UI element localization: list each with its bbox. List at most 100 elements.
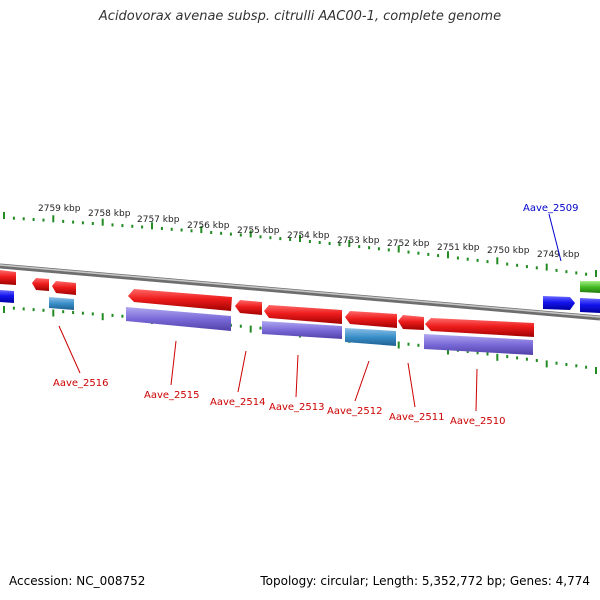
gene-arrow-aave-2516b[interactable] bbox=[52, 281, 76, 295]
ruler-label: 2758 kbp bbox=[88, 209, 131, 219]
feature-bar-2516[interactable] bbox=[49, 297, 74, 310]
ruler-minor-tick bbox=[407, 342, 410, 346]
ruler-major-tick bbox=[101, 313, 104, 321]
ruler-minor-tick bbox=[131, 224, 134, 228]
ruler-minor-tick bbox=[111, 223, 114, 227]
ruler-label: 2753 kbp bbox=[337, 236, 380, 246]
ruler-minor-tick bbox=[239, 324, 242, 328]
ruler-minor-tick bbox=[575, 364, 578, 368]
ruler-minor-tick bbox=[407, 250, 410, 254]
ruler-minor-tick bbox=[12, 306, 15, 310]
leader-aave-2516 bbox=[58, 325, 81, 374]
ruler-label: 2756 kbp bbox=[187, 221, 230, 231]
ruler-label: 2750 kbp bbox=[487, 246, 530, 256]
ruler-major-tick bbox=[595, 367, 597, 374]
ruler-major-tick bbox=[595, 270, 597, 277]
ruler-major-tick bbox=[348, 240, 351, 247]
gene-label-aave-2512[interactable]: Aave_2512 bbox=[327, 406, 383, 417]
gene-arrow-right-edge-blue[interactable] bbox=[580, 298, 600, 313]
ruler-minor-tick bbox=[486, 260, 489, 264]
forward-cds-track bbox=[0, 281, 600, 313]
feature-bar-2515[interactable] bbox=[126, 307, 231, 331]
ruler-minor-tick bbox=[466, 257, 469, 261]
ruler-minor-tick bbox=[32, 218, 35, 221]
ruler-major-tick bbox=[299, 235, 301, 242]
ruler-minor-tick bbox=[308, 240, 311, 243]
gene-arrow-aave-2509[interactable] bbox=[543, 296, 575, 310]
ruler-minor-tick bbox=[32, 308, 35, 312]
leader-aave-2512 bbox=[354, 360, 370, 402]
ruler-major-tick bbox=[397, 341, 400, 349]
ruler-minor-tick bbox=[22, 217, 25, 221]
gene-arrow-aave-2515[interactable] bbox=[128, 289, 232, 311]
ruler-minor-tick bbox=[22, 307, 25, 311]
ruler-minor-tick bbox=[516, 356, 519, 360]
gene-arrow-aave-2511[interactable] bbox=[398, 315, 424, 330]
ruler-minor-tick bbox=[72, 220, 75, 224]
ruler-minor-tick bbox=[121, 314, 124, 318]
feature-bar-2512[interactable] bbox=[345, 328, 396, 346]
gene-label-aave-2510[interactable]: Aave_2510 bbox=[450, 416, 506, 427]
ruler-label: 2754 kbp bbox=[287, 231, 330, 241]
gene-label-aave-2516[interactable]: Aave_2516 bbox=[53, 378, 109, 389]
ruler-major-tick bbox=[101, 218, 104, 226]
ruler-minor-tick bbox=[210, 231, 213, 234]
ruler-minor-tick bbox=[585, 272, 588, 276]
ruler-minor-tick bbox=[269, 236, 272, 240]
ruler-minor-tick bbox=[516, 263, 519, 267]
ruler-major-tick bbox=[52, 309, 55, 317]
gene-label-aave-2513[interactable]: Aave_2513 bbox=[269, 402, 325, 413]
ruler-minor-tick bbox=[535, 266, 538, 270]
ruler-minor-tick bbox=[81, 311, 84, 315]
leader-aave-2515 bbox=[170, 340, 177, 386]
ruler-minor-tick bbox=[506, 262, 509, 266]
gene-arrow-right-edge-green[interactable] bbox=[580, 281, 600, 293]
ruler-minor-tick bbox=[565, 270, 568, 274]
ruler-minor-tick bbox=[525, 265, 528, 269]
ruler-label: 2759 kbp bbox=[38, 204, 81, 214]
ruler-major-tick bbox=[151, 222, 153, 230]
ruler-major-tick bbox=[3, 306, 5, 313]
gene-label-aave-2509[interactable]: Aave_2509 bbox=[523, 203, 579, 214]
gene-arrow-aave-2513[interactable] bbox=[264, 305, 342, 324]
gene-arrow-left-edge-blue[interactable] bbox=[0, 290, 14, 303]
genome-backbone-highlight bbox=[0, 264, 600, 318]
ruler-major-tick bbox=[3, 212, 5, 219]
gene-arrow-aave-2512[interactable] bbox=[345, 311, 397, 328]
ruler-major-tick bbox=[496, 257, 499, 265]
gene-arrow-aave-2514[interactable] bbox=[235, 300, 262, 315]
ruler-minor-tick bbox=[437, 254, 440, 258]
ruler-minor-tick bbox=[91, 312, 94, 316]
gene-label-aave-2511[interactable]: Aave_2511 bbox=[389, 412, 445, 423]
ruler-minor-tick bbox=[565, 363, 568, 366]
ruler-labels: 2759 kbp 2758 kbp 2757 kbp 2756 kbp 2755… bbox=[38, 204, 580, 260]
ruler-minor-tick bbox=[81, 221, 84, 225]
ruler-minor-tick bbox=[141, 225, 144, 229]
gene-arrow-aave-2516a[interactable] bbox=[32, 278, 49, 291]
ruler-minor-tick bbox=[239, 233, 242, 237]
ruler-minor-tick bbox=[476, 351, 479, 355]
ruler-minor-tick bbox=[180, 228, 183, 232]
ruler-minor-tick bbox=[358, 245, 361, 249]
ruler-minor-tick bbox=[486, 352, 489, 356]
ruler-minor-tick bbox=[279, 237, 282, 241]
topology-text: Topology: circular; Length: 5,352,772 bp… bbox=[260, 574, 590, 588]
map-title: Acidovorax avenae subsp. citrulli AAC00-… bbox=[98, 9, 502, 24]
ruler-major-tick bbox=[447, 347, 449, 355]
leader-aave-2510 bbox=[475, 368, 478, 412]
gene-label-aave-2515[interactable]: Aave_2515 bbox=[144, 390, 200, 401]
leader-aave-2513 bbox=[295, 354, 299, 398]
gene-arrow-aave-2510[interactable] bbox=[425, 318, 534, 337]
ruler-major-tick bbox=[447, 251, 449, 259]
ruler-minor-tick bbox=[368, 246, 371, 250]
ruler-minor-tick bbox=[456, 256, 459, 260]
feature-bar-2510[interactable] bbox=[424, 334, 533, 355]
ruler-minor-tick bbox=[259, 326, 262, 330]
ruler-minor-tick bbox=[170, 227, 173, 231]
ruler-minor-tick bbox=[220, 231, 223, 235]
ruler-minor-tick bbox=[506, 355, 509, 359]
gene-arrow-left-edge[interactable] bbox=[0, 270, 16, 285]
feature-bar-2513[interactable] bbox=[262, 321, 342, 339]
gene-label-aave-2514[interactable]: Aave_2514 bbox=[210, 397, 266, 408]
